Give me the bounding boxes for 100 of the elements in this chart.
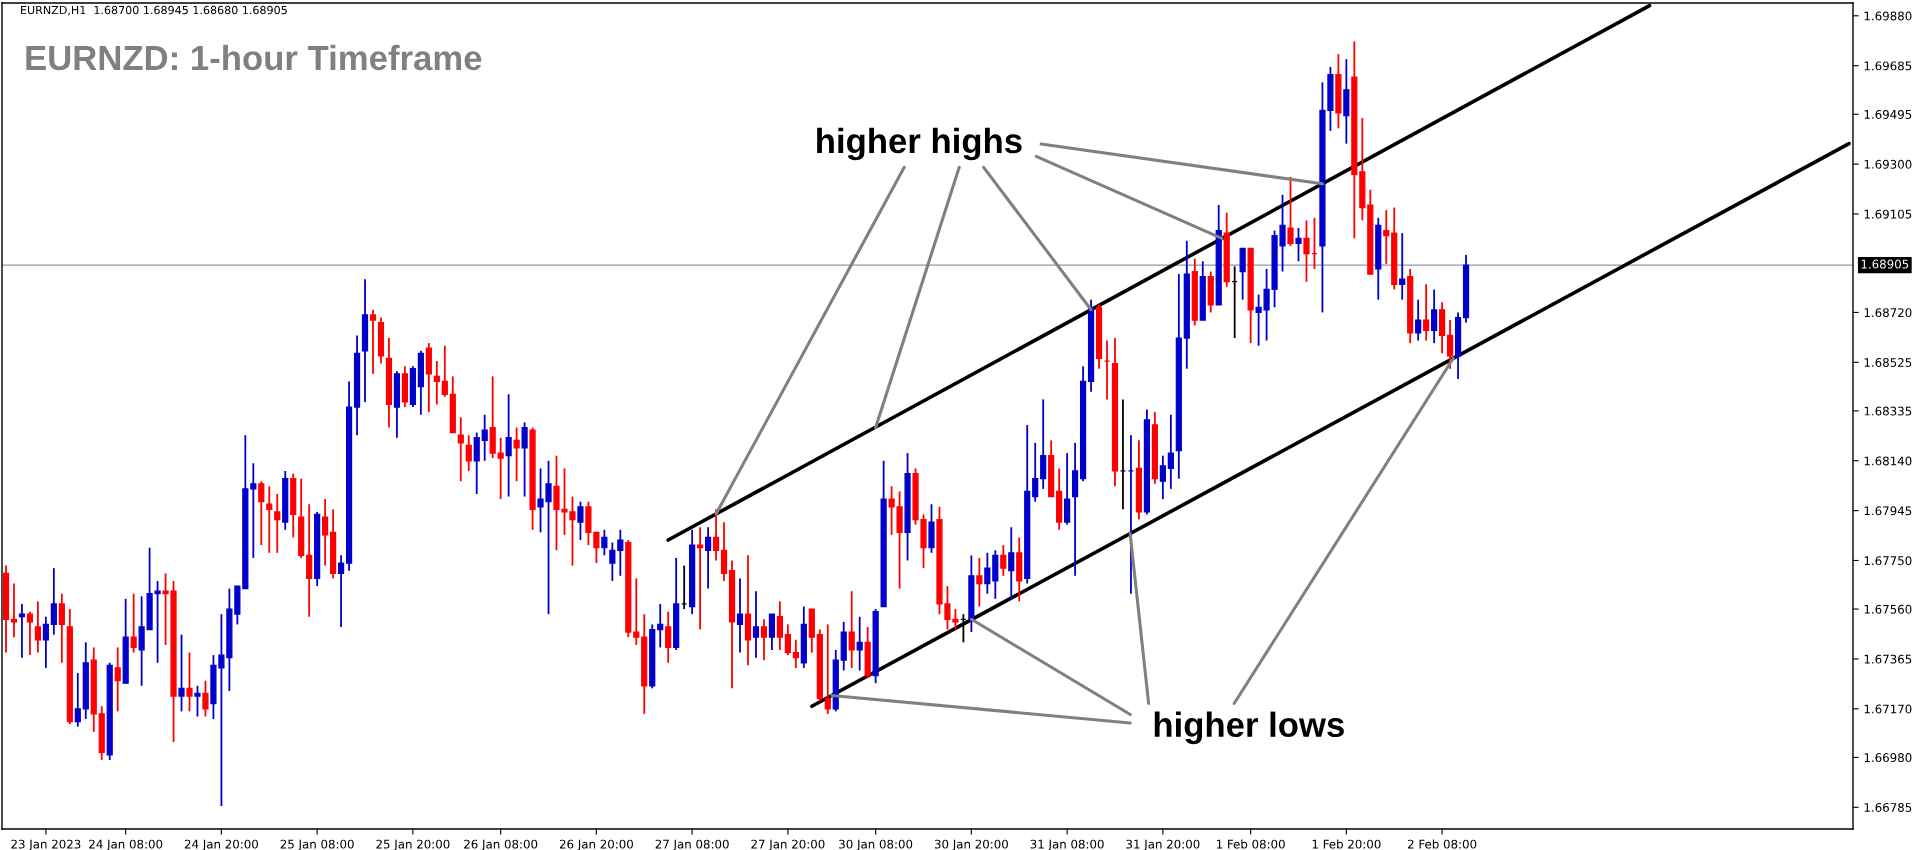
y-tick-label: 1.67750 (1864, 556, 1912, 566)
candlestick (465, 434, 472, 472)
candlestick (1000, 544, 1007, 577)
candlestick (306, 503, 313, 618)
candlestick (1431, 288, 1438, 345)
y-tick-label: 1.68525 (1864, 358, 1912, 367)
candlestick (776, 600, 783, 651)
candlestick (1287, 175, 1294, 247)
y-tick-label: 1.67170 (1864, 704, 1912, 714)
candlestick (784, 623, 791, 657)
x-tick-label: 30 Jan 20:00 (934, 839, 1008, 850)
candlestick (760, 618, 768, 662)
y-tick-label: 1.68335 (1864, 406, 1912, 416)
candlestick (433, 360, 440, 406)
candlestick (457, 416, 464, 483)
candlestick (976, 557, 983, 608)
candlestick (473, 431, 480, 495)
candlestick (1239, 247, 1246, 301)
y-tick-label: 1.68720 (1864, 308, 1912, 318)
x-tick-label: 25 Jan 08:00 (280, 839, 354, 850)
candlestick (848, 590, 855, 669)
candlestick (1032, 441, 1039, 503)
candlestick (194, 684, 201, 718)
y-tick-label: 1.67365 (1864, 654, 1912, 664)
y-tick-label: 1.69105 (1864, 209, 1912, 219)
y-tick-label: 1.67945 (1864, 506, 1912, 516)
x-tick-label: 24 Jan 20:00 (184, 839, 258, 850)
candlestick (1008, 526, 1015, 600)
candlestick (266, 485, 273, 554)
candlestick (274, 493, 281, 554)
candlestick (42, 615, 49, 669)
candlestick (1167, 413, 1174, 490)
candlestick (736, 577, 744, 654)
candlestick (657, 603, 664, 649)
x-tick-label: 27 Jan 20:00 (751, 839, 825, 850)
candlestick (178, 633, 185, 713)
candlestick (824, 623, 831, 715)
candlestick (609, 541, 616, 582)
x-tick-label: 27 Jan 08:00 (655, 839, 729, 850)
candlestick (984, 551, 991, 595)
candlestick (1446, 319, 1454, 370)
annotation: EURNZD,H1 1.68700 1.68945 1.68680 1.68905 (21, 5, 287, 16)
y-tick-label: 1.69880 (1864, 11, 1912, 21)
candlestick (1423, 283, 1430, 342)
candlestick (665, 610, 672, 664)
candlestick (337, 554, 345, 628)
candlestick (1303, 219, 1310, 283)
candlestick (1399, 232, 1406, 301)
candlestick (601, 528, 608, 557)
candlestick (441, 344, 448, 398)
candlestick (697, 526, 704, 631)
candlestick (513, 426, 520, 483)
text: EURNZD: 1-hour Timeframe (26, 44, 482, 71)
candlestick (1383, 209, 1390, 265)
candlestick (633, 577, 640, 646)
candlestick (1415, 298, 1422, 342)
candlestick (577, 500, 584, 541)
y-tick-label: 1.69685 (1864, 61, 1912, 71)
candlestick (1040, 398, 1047, 490)
candlestick (1159, 454, 1166, 501)
candlestick (186, 651, 193, 713)
candlestick (26, 610, 34, 657)
candlestick (74, 672, 81, 728)
ref-line-label: 1.68905 (1861, 259, 1909, 269)
candlestick (1295, 227, 1302, 263)
candlestick (505, 393, 512, 498)
x-tick-label: 26 Jan 20:00 (559, 839, 633, 850)
candlestick (752, 590, 760, 659)
candlestick (50, 567, 57, 636)
candlestick (704, 526, 712, 590)
candlestick (617, 528, 624, 577)
x-tick-label: 30 Jan 08:00 (839, 839, 913, 850)
candlestick (202, 679, 209, 718)
x-tick-label: 26 Jan 08:00 (464, 839, 538, 850)
candlestick (481, 413, 488, 462)
y-tick-label: 1.69300 (1864, 159, 1912, 169)
candlestick (130, 592, 137, 654)
y-tick-label: 1.68140 (1864, 456, 1912, 466)
candlestick (521, 421, 528, 498)
candlestick (497, 436, 504, 501)
x-tick-label: 24 Jan 08:00 (89, 839, 163, 850)
candlestick (768, 613, 776, 651)
y-tick-label: 1.66785 (1864, 802, 1912, 812)
candlestick (720, 521, 728, 582)
annotation: higher lows (1154, 711, 1344, 745)
x-tick-label: 31 Jan 20:00 (1126, 839, 1200, 850)
candlestick (1064, 452, 1071, 526)
y-tick-label: 1.69495 (1864, 109, 1912, 119)
x-tick-label: 1 Feb 20:00 (1312, 839, 1381, 849)
candlestick (322, 498, 329, 567)
candlestick (369, 308, 377, 375)
x-tick-label: 23 Jan 2023 (11, 839, 81, 850)
x-tick-label: 25 Jan 20:00 (376, 839, 450, 850)
annotation: higher highs (817, 127, 1022, 161)
x-tick-label: 2 Feb 08:00 (1408, 839, 1477, 849)
candlestick (114, 646, 121, 713)
y-tick-label: 1.66980 (1864, 753, 1912, 763)
candlestick (856, 615, 863, 672)
candlestick (250, 462, 257, 559)
y-tick-label: 1.67560 (1864, 604, 1912, 614)
